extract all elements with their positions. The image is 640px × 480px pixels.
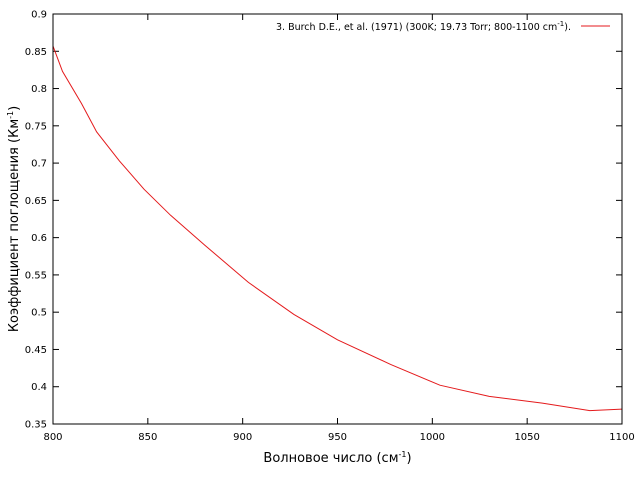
y-tick-label: 0.4: [31, 382, 47, 393]
y-tick-label: 0.55: [25, 270, 47, 281]
x-axis-label: Волновое число (см-1): [263, 450, 411, 466]
x-axis-ticks: 800 850 900 950 1000 1050 1100: [43, 14, 635, 443]
y-tick-label: 0.75: [25, 121, 47, 132]
x-tick-label: 1000: [420, 432, 445, 443]
y-tick-label: 0.35: [25, 420, 47, 431]
y-tick-label: 0.9: [31, 10, 47, 21]
y-tick-label: 0.8: [31, 84, 47, 95]
y-tick-label: 0.7: [31, 159, 47, 170]
plot-frame: [52, 13, 623, 425]
y-axis-ticks: 0.35 0.4 0.45 0.5 0.55 0.6 0.65 0.7 0.75 0.8 0.85 0…: [25, 10, 622, 431]
x-tick-label: 900: [233, 432, 252, 443]
y-tick-label: 0.85: [25, 47, 47, 58]
x-tick-label: 1050: [514, 432, 539, 443]
series-line-0: [52, 45, 623, 412]
x-tick-label: 1100: [609, 432, 634, 443]
x-tick-label: 800: [43, 432, 62, 443]
y-tick-label: 0.65: [25, 196, 47, 207]
x-tick-label: 850: [138, 432, 157, 443]
legend: 3. Burch D.E., et al. (1971) (300K; 19.7…: [276, 20, 610, 33]
y-tick-label: 0.45: [25, 345, 47, 356]
y-axis-label: Коэффициент поглощения (Км-1): [6, 106, 22, 332]
series-layer: [52, 45, 623, 412]
legend-entry-label: 3. Burch D.E., et al. (1971) (300K; 19.7…: [276, 20, 571, 33]
y-tick-label: 0.6: [31, 233, 47, 244]
y-tick-label: 0.5: [31, 308, 47, 319]
x-tick-label: 950: [328, 432, 347, 443]
